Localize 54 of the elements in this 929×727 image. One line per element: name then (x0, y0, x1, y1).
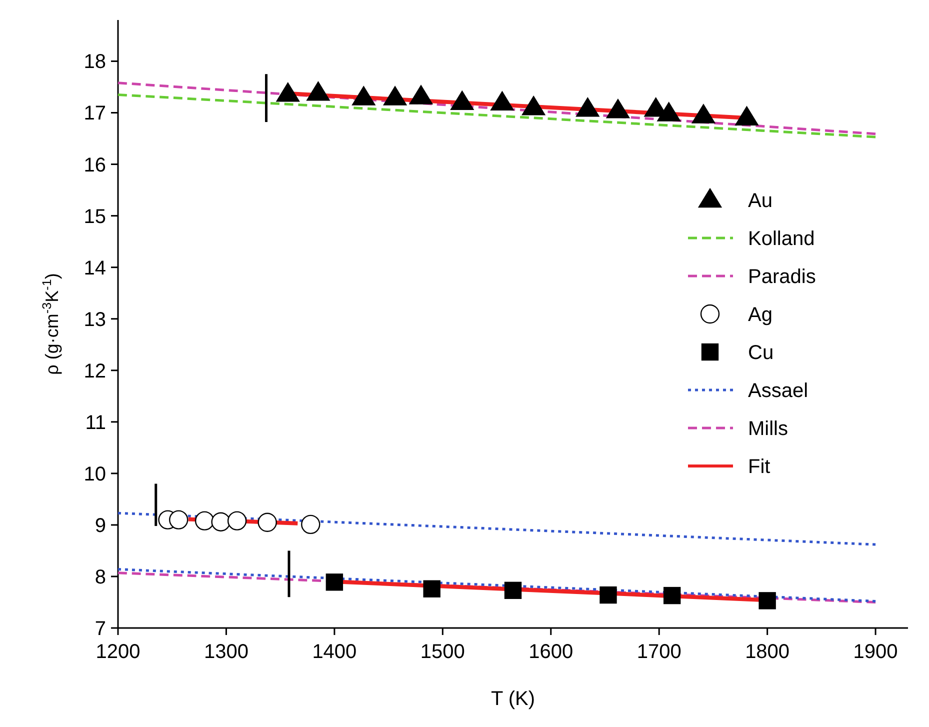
legend-label: Fit (748, 456, 771, 478)
legend-label: Au (748, 190, 772, 212)
point (692, 104, 716, 124)
x-tick-label: 1200 (96, 641, 140, 663)
legend-label: Mills (748, 418, 788, 440)
y-tick-label: 7 (94, 618, 106, 640)
x-tick-label: 1700 (636, 641, 682, 663)
legend-label: Cu (748, 342, 774, 364)
point (326, 574, 344, 591)
point (450, 90, 474, 110)
y-tick-label: 18 (84, 51, 106, 74)
x-tick-label: 1300 (204, 641, 248, 663)
point (735, 106, 758, 126)
y-tick-label: 14 (84, 257, 106, 280)
legend-label: Assael (748, 380, 808, 402)
point (606, 99, 630, 118)
point (490, 91, 514, 111)
point (258, 512, 277, 532)
point (758, 592, 776, 610)
point (227, 511, 247, 530)
y-tick-label: 15 (84, 206, 106, 228)
point (352, 86, 376, 106)
x-tick-label: 1900 (853, 641, 898, 663)
y-tick-label: 17 (84, 102, 106, 125)
point (211, 512, 230, 532)
x-axis-title: T (K) (490, 688, 536, 710)
y-tick-label: 11 (85, 412, 106, 434)
point (600, 586, 617, 604)
point (194, 511, 214, 530)
y-tick-label: 16 (84, 154, 106, 176)
point (504, 582, 522, 599)
point (383, 86, 407, 106)
x-tick-label: 1500 (420, 641, 465, 663)
point (576, 98, 600, 117)
y-tick-label: 9 (94, 514, 106, 537)
x-tick-label: 1600 (528, 641, 574, 663)
point (522, 96, 546, 116)
x-tick-label: 1400 (312, 641, 357, 663)
point (409, 85, 433, 104)
point (306, 82, 330, 101)
legend-label: Ag (748, 304, 772, 326)
point (423, 580, 440, 598)
y-tick-label: 8 (94, 566, 106, 588)
x-tick-label: 1800 (745, 641, 790, 663)
y-tick-label: 13 (84, 308, 106, 331)
point (657, 102, 680, 122)
point (276, 82, 300, 102)
point (169, 510, 188, 530)
y-tick-label: 12 (84, 360, 106, 382)
point (663, 586, 681, 604)
y-tick-label: 10 (84, 463, 106, 486)
legend-label: Paradis (748, 266, 816, 288)
legend-label: Kolland (748, 228, 815, 250)
point (301, 514, 320, 534)
